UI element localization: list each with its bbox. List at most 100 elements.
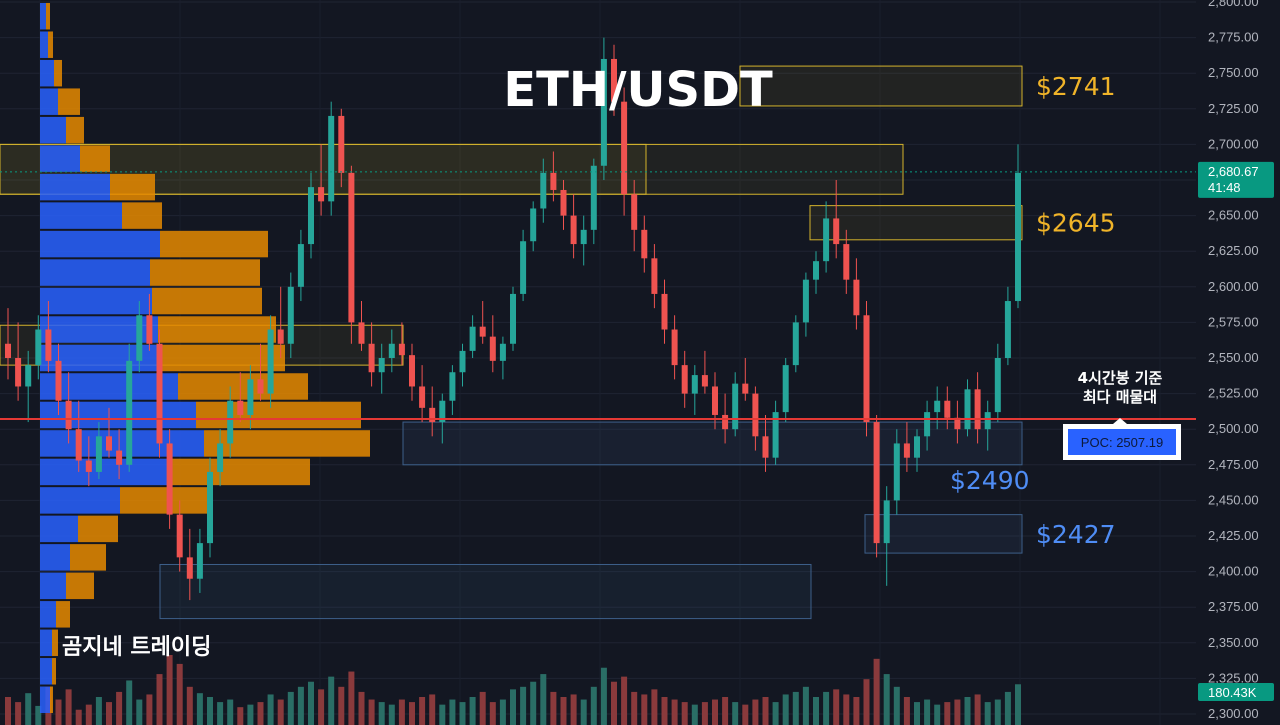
profile-sell-bar [158,316,276,343]
profile-buy-bar [40,401,196,429]
axis-background [1196,0,1280,725]
candle-body [449,372,456,401]
candle-body [833,218,840,245]
candles [5,37,1021,601]
poc-note-line1: 4시간봉 기준 [1078,369,1163,387]
candle-body [934,400,941,413]
profile-buy-bar [40,373,178,400]
volume-bar [237,707,244,725]
candle-body [651,258,658,294]
profile-buy-bar [40,88,58,115]
axis-tick-label: 2,450.00 [1208,492,1259,507]
candle-body [520,241,527,294]
axis-tick-label: 2,500.00 [1208,421,1259,436]
profile-sell-bar [122,202,162,229]
watermark-text: 곰지네 트레이딩 [62,635,211,660]
volume-bar [550,691,557,725]
candle-body [499,343,506,361]
candle-body [752,393,759,437]
candle-body [732,383,739,430]
level-label: $2741 [1036,72,1116,101]
volume-bar [227,699,234,725]
volume-bar [5,697,11,725]
volume-bar [348,671,355,725]
axis-tick-label: 2,600.00 [1208,279,1259,294]
profile-sell-bar [54,59,62,87]
volume-bar [661,697,668,725]
axis-tick-label: 2,525.00 [1208,386,1259,401]
volume-bar [328,676,335,725]
price-axis[interactable]: 2,300.00 2,325.00 2,350.00 2,375.00 2,400.00… [1196,0,1280,725]
overlays: $2741 $2645 $2490$2427 POC: 2507.19 [0,72,1196,549]
candle-body [722,414,729,430]
profile-sell-bar [66,572,94,600]
volume-bar [439,704,446,725]
volume-bar [388,704,395,725]
candle-body [893,443,900,501]
volume-bar [611,681,617,725]
volume-bar [994,699,1001,725]
volume-bar [489,702,496,725]
candle-body [186,557,193,579]
volume-bar [712,699,718,725]
candle-body [560,189,567,216]
volume-bar [621,676,628,725]
axis-tick-label: 2,750.00 [1208,65,1259,80]
candle-body [954,417,961,430]
candle-body [611,58,617,102]
volume-bar [196,693,203,725]
volume-bar [297,686,304,725]
volume-bar [934,704,941,725]
volume-bar [257,702,264,725]
profile-buy-bar [40,487,120,514]
candle-body [964,389,971,430]
volume-bar [823,691,830,725]
volume-bar [449,699,456,725]
level-zone [809,205,1023,241]
candle-body [994,358,1001,413]
candle-body [166,443,173,515]
candle-body [590,165,597,230]
axis-tick-label: 2,700.00 [1208,136,1259,151]
axis-tick-label: 2,400.00 [1208,564,1259,579]
volume-bar [207,697,213,725]
volume-bar [146,694,153,725]
candle-body [297,244,304,287]
zone-box [159,563,812,620]
candle-body [742,383,749,394]
candle-body [318,187,325,202]
candle-body [813,261,819,280]
volume-bar [853,697,860,725]
profile-buy-bar [40,3,46,30]
candle-body [944,400,951,418]
level-zone [864,514,1023,554]
profile-buy-bar [40,230,160,258]
candle-body [641,229,648,259]
volume-bar [873,658,880,725]
volume-bar [691,704,698,725]
volume-bar [893,686,900,725]
candle-body [176,514,183,558]
candle-body [873,422,880,544]
price-zones [0,65,1023,620]
volume-bar [1015,684,1021,725]
volume-bar [560,697,567,725]
volume-bar [802,686,809,725]
candle-body [802,279,809,323]
profile-sell-bar [196,401,361,429]
candle-body [95,436,102,472]
profile-buy-bar [40,287,152,315]
profile-buy-bar [40,145,80,172]
candle-body [843,244,850,280]
candle-body [701,375,708,387]
profile-buy-bar [40,515,78,543]
profile-sell-bar [52,658,56,685]
volume-bar [126,680,133,725]
candle-body [459,350,466,373]
candle-body [277,329,284,344]
volume-bar [954,699,961,725]
profile-sell-bar [160,230,268,258]
profile-sell-bar [58,88,80,115]
profile-buy-bar [40,686,50,713]
